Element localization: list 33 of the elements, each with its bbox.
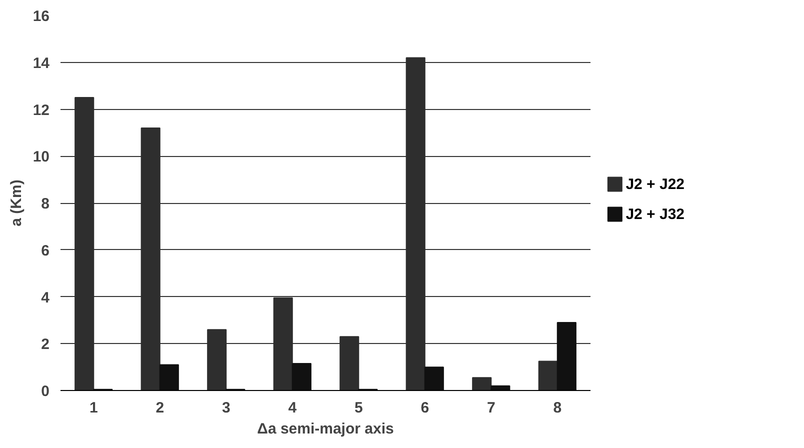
y-tick-label: 10 — [32, 148, 50, 166]
y-tick-label: 0 — [41, 383, 50, 400]
x-tick-label: 1 — [89, 400, 98, 416]
bar — [140, 128, 160, 390]
x-tick-label: 6 — [420, 400, 430, 416]
legend-label: J2 + J22 — [626, 176, 685, 193]
y-tick-label: 6 — [41, 242, 50, 260]
x-tick-label: 4 — [288, 400, 298, 416]
bar — [472, 377, 492, 390]
bar — [556, 322, 576, 390]
bar — [292, 363, 312, 390]
y-tick-label: 14 — [32, 54, 50, 72]
x-tick-label: 2 — [156, 400, 164, 416]
bar — [159, 364, 179, 390]
y-tick-label: 16 — [32, 8, 50, 25]
y-tick-label: 4 — [41, 289, 50, 306]
y-tick-label: 2 — [41, 336, 50, 354]
bar — [424, 366, 444, 390]
x-tick-label: 5 — [354, 400, 363, 416]
bar — [74, 97, 94, 390]
legend-label: J2 + J32 — [626, 206, 685, 223]
x-tick-label: 8 — [553, 400, 562, 416]
bar — [340, 336, 360, 390]
x-tick-label: 7 — [486, 400, 496, 416]
x-axis-title: Δa semi-major axis — [257, 420, 394, 438]
y-tick-label: 12 — [32, 102, 50, 119]
x-tick-label: 3 — [222, 400, 230, 416]
y-tick-label: 8 — [41, 196, 50, 212]
bar — [406, 57, 426, 390]
y-axis-title: a (Km) — [8, 180, 25, 226]
bar — [207, 329, 227, 390]
bar — [273, 297, 293, 390]
bar — [538, 360, 558, 390]
